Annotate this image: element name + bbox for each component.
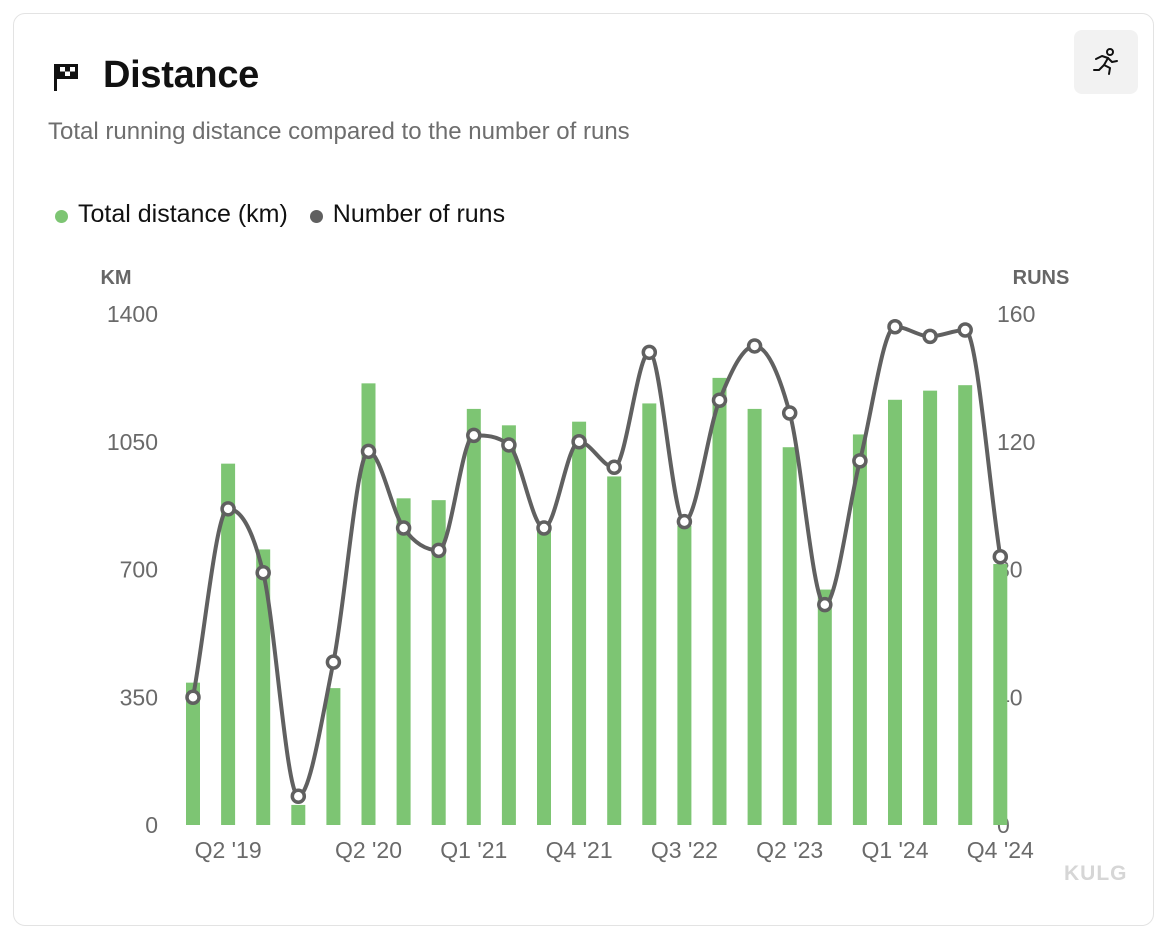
runs-point [571, 434, 587, 450]
distance-bar [221, 463, 236, 825]
distance-bar [642, 403, 657, 825]
running-person-icon [1093, 48, 1118, 75]
left-axis-tick: 0 [145, 812, 158, 838]
runs-point [957, 322, 973, 338]
x-axis-tick: Q2 '23 [756, 837, 823, 863]
runs-point [746, 338, 763, 354]
runs-point [220, 501, 236, 517]
distance-bar [993, 564, 1008, 825]
distance-bar [782, 447, 797, 825]
checkered-flag-icon [54, 64, 78, 91]
runs-point [430, 542, 447, 559]
runs-point [817, 596, 833, 613]
distance-bar [326, 688, 341, 825]
right-axis-tick: 160 [997, 301, 1035, 327]
distance-bar [537, 527, 551, 825]
runs-point [360, 443, 377, 460]
x-axis-tick: Q4 '24 [967, 837, 1034, 863]
runs-point [395, 520, 412, 536]
chart-subtitle: Total running distance compared to the n… [48, 118, 630, 145]
legend-label-runs: Number of runs [332, 200, 506, 228]
chart-title: Distance [103, 54, 260, 96]
distance-bar [361, 383, 376, 825]
kulg-watermark: KULG [1064, 862, 1128, 885]
x-axis-tick: Q1 '24 [861, 837, 928, 863]
right-axis-title: RUNS [1013, 267, 1070, 289]
x-axis-tick: Q3 '22 [651, 837, 718, 863]
left-axis-tick: 1400 [107, 301, 158, 327]
distance-bar [256, 549, 271, 825]
x-axis-tick: Q1 '21 [440, 837, 507, 863]
distance-bar [747, 408, 762, 825]
runs-point [887, 319, 903, 335]
distance-bar [923, 390, 938, 825]
legend-dot-runs [309, 210, 323, 223]
x-axis-tick: Q2 '20 [335, 837, 402, 863]
distance-bar [712, 377, 727, 825]
runs-point [992, 548, 1009, 565]
left-axis-tick: 1050 [107, 429, 158, 455]
distance-bar [888, 399, 902, 825]
runs-point [852, 453, 868, 469]
runs-point [325, 654, 342, 670]
distance-bar [501, 425, 516, 825]
distance-bar [817, 589, 832, 825]
legend-item-runs[interactable]: Number of runs [309, 200, 506, 229]
x-axis-tick: Q2 '19 [195, 837, 262, 863]
distance-bar [958, 385, 973, 825]
distance-bar [852, 434, 867, 825]
runs-point [641, 344, 658, 361]
activity-type-button[interactable] [1074, 30, 1138, 94]
runs-point [255, 564, 271, 581]
left-axis-title: KM [100, 267, 131, 289]
runs-point [536, 520, 552, 536]
distance-bar [431, 500, 446, 825]
runs-point [922, 328, 938, 345]
distance-bar [396, 498, 411, 825]
left-axis-tick: 700 [120, 557, 158, 583]
distance-bar [677, 525, 692, 825]
legend-label-distance: Total distance (km) [78, 200, 288, 228]
distance-bar [186, 682, 200, 825]
runs-point [466, 427, 482, 444]
runs-point [185, 689, 201, 705]
legend-dot-distance [55, 210, 68, 223]
runs-point [676, 513, 693, 530]
legend-item-distance[interactable]: Total distance (km) [55, 200, 288, 229]
distance-bar [291, 804, 306, 825]
runs-point [501, 437, 517, 453]
x-axis-tick: Q4 '21 [546, 837, 613, 863]
right-axis-tick: 120 [997, 429, 1035, 455]
runs-point [290, 788, 307, 805]
left-axis-tick: 350 [120, 684, 158, 710]
distance-bar [607, 476, 622, 825]
runs-point [711, 392, 728, 408]
distance-bar [572, 421, 587, 825]
runs-point [781, 405, 798, 421]
chart-legend: Total distance (km) Number of runs [55, 200, 527, 229]
runs-point [606, 459, 622, 476]
runs-line [191, 324, 1003, 799]
distance-bar [466, 408, 481, 825]
